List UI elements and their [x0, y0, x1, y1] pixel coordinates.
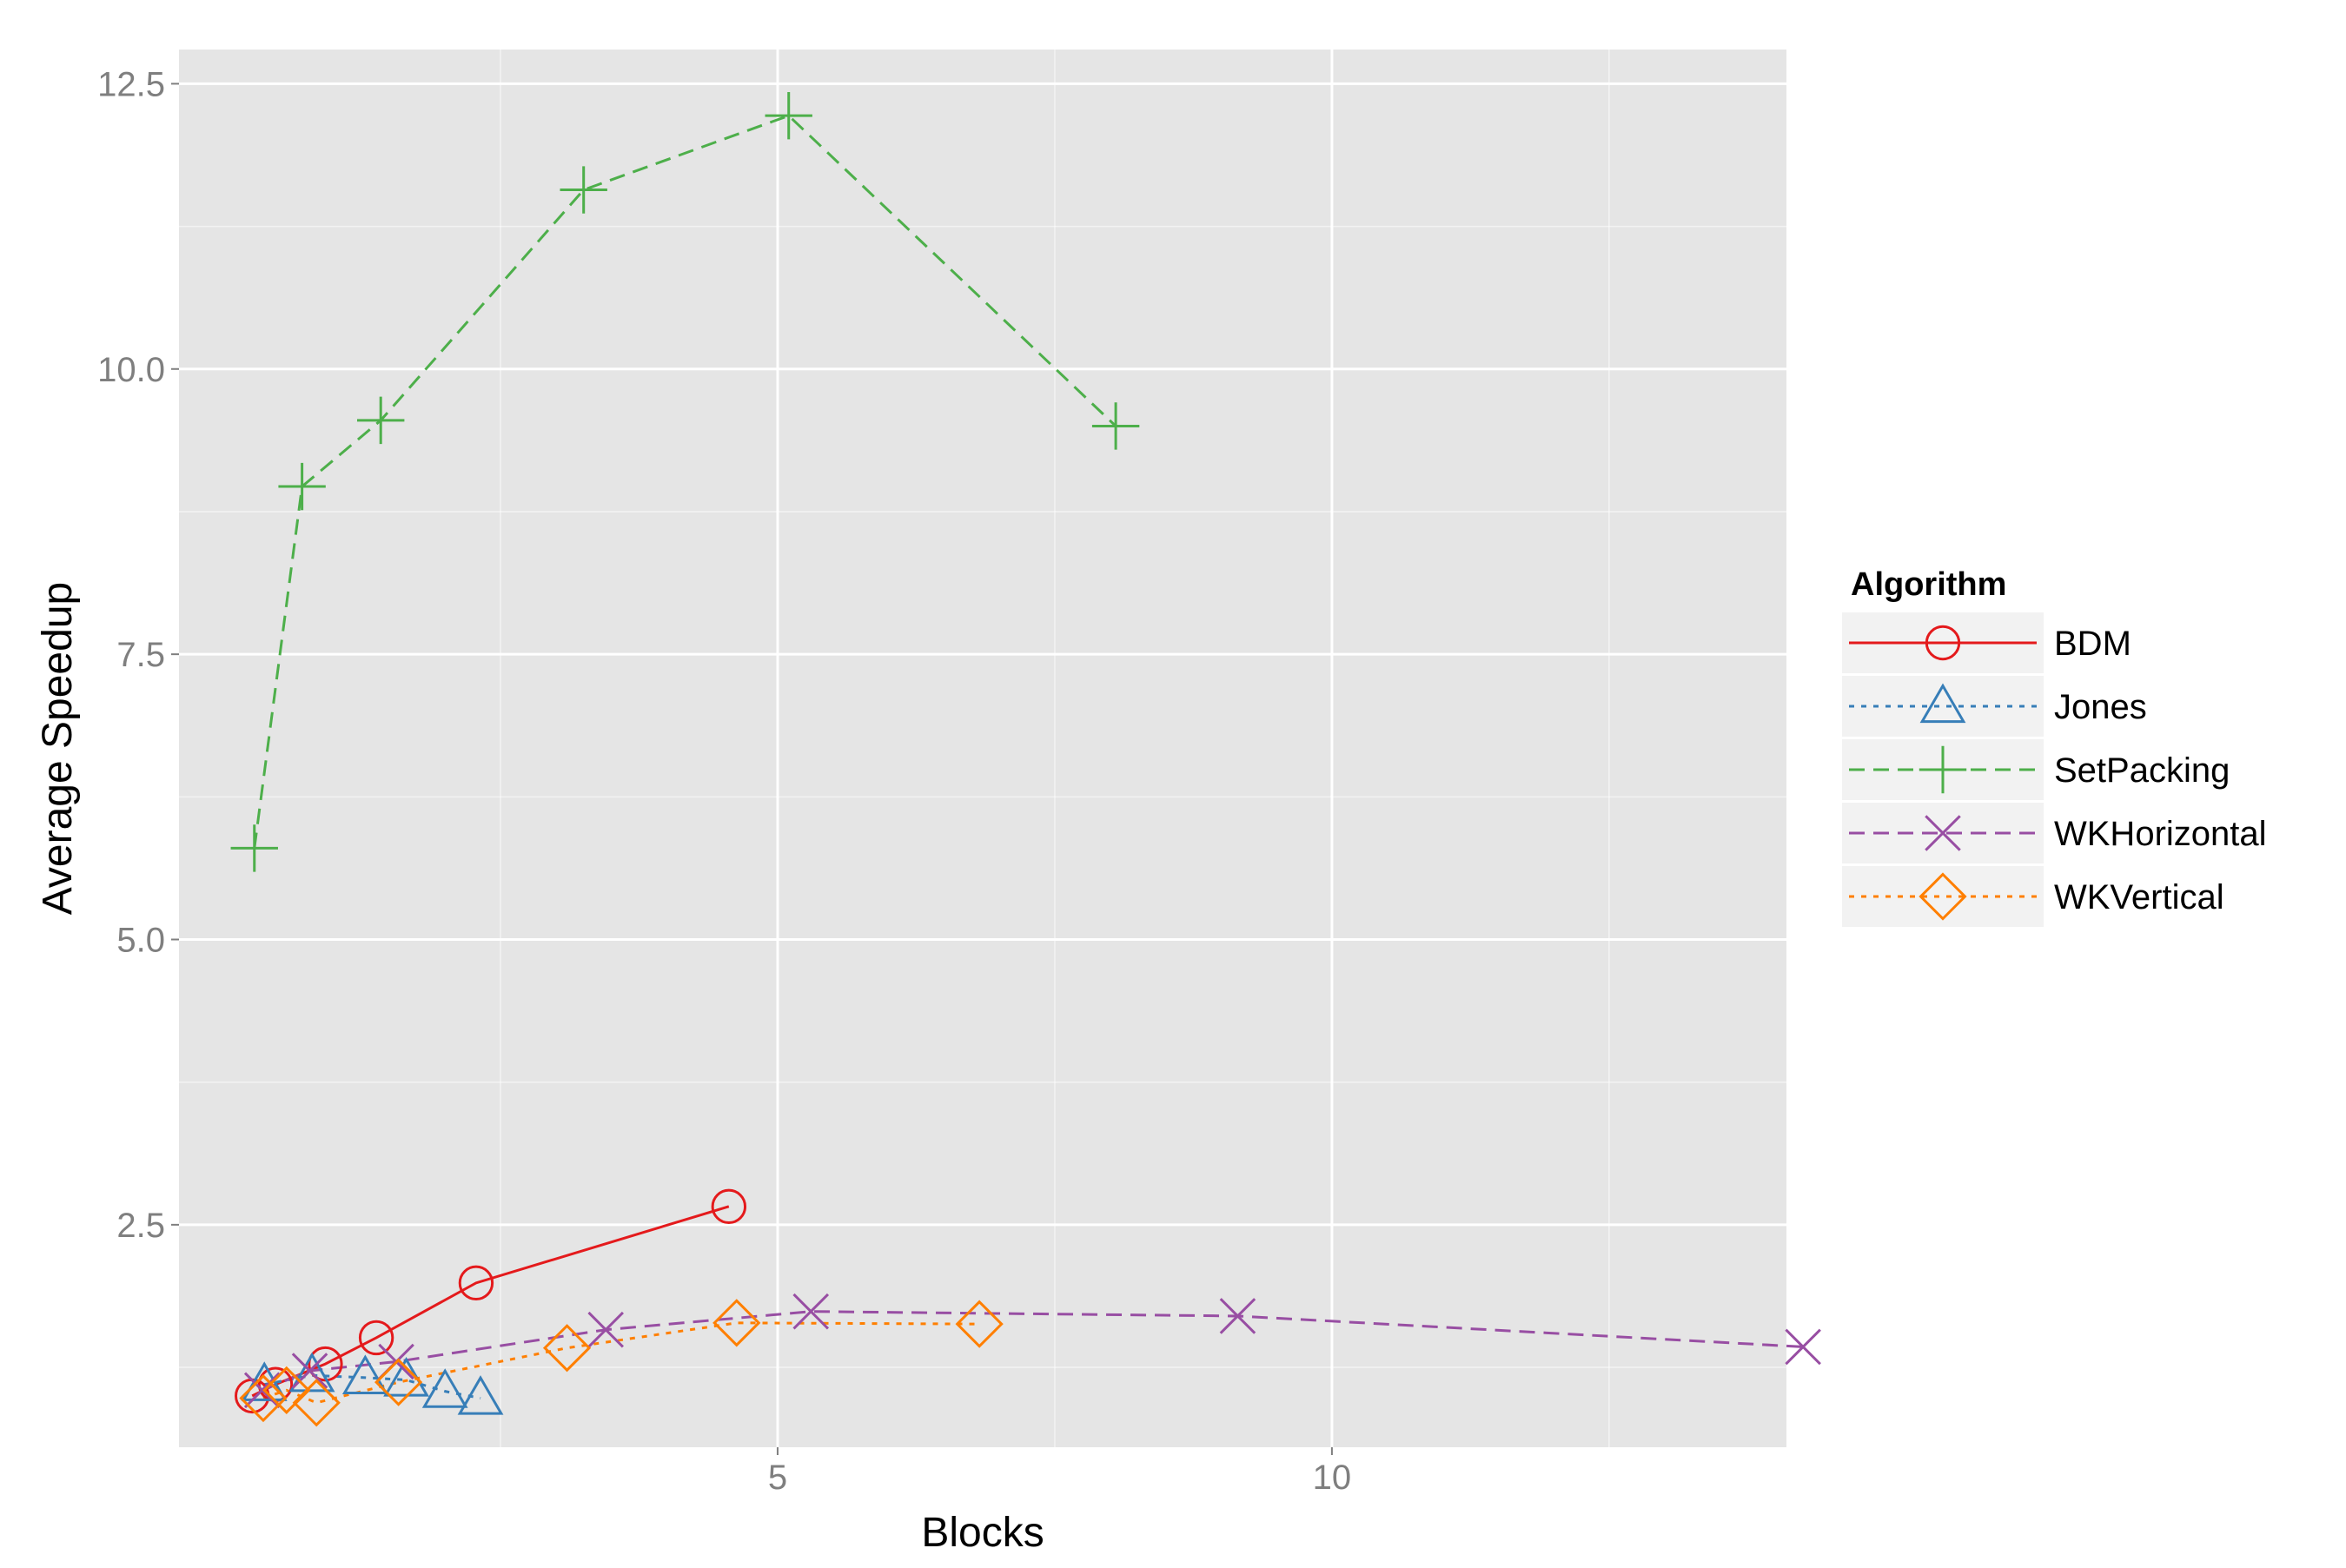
- data-point-jones: [341, 1354, 388, 1394]
- data-point-wkhorizontal: [243, 1372, 281, 1409]
- data-point-setpacking: [278, 462, 326, 511]
- data-point-wkvertical: [239, 1373, 288, 1423]
- data-point-setpacking: [765, 91, 812, 140]
- y-tick-label: 7.5: [116, 636, 165, 674]
- data-point-bdm: [358, 1320, 394, 1356]
- x-axis: 5 10: [768, 1447, 1351, 1497]
- data-point-wkvertical: [292, 1379, 341, 1427]
- legend-item-wkvertical: WKVertical: [1842, 866, 2224, 927]
- legend-title: Algorithm: [1851, 566, 2006, 603]
- data-point-wkhorizontal: [1219, 1298, 1256, 1334]
- y-tick-label: 12.5: [97, 65, 165, 103]
- x-tick-label: 10: [1313, 1459, 1352, 1497]
- legend-label-jones: Jones: [2054, 688, 2147, 726]
- data-point-wkvertical: [712, 1299, 761, 1347]
- y-axis-title: Average Speedup: [35, 582, 81, 915]
- data-point-jones: [288, 1352, 335, 1393]
- y-tick-label: 10.0: [97, 351, 165, 389]
- major-gridlines: [179, 50, 1786, 1447]
- legend-label-wkhorizontal: WKHorizontal: [2054, 815, 2267, 853]
- data-point-wkhorizontal: [792, 1293, 830, 1330]
- legend-items: BDM Jones SetPacking WKHorizontal WKVertical: [1842, 612, 2267, 927]
- legend-item-jones: Jones: [1842, 676, 2147, 737]
- y-tick-label: 5.0: [116, 922, 165, 960]
- data-point-setpacking: [230, 824, 278, 872]
- legend-marker-wkvertical: [1919, 872, 1967, 921]
- y-tick-label: 2.5: [116, 1207, 165, 1245]
- data-point-wkhorizontal: [587, 1311, 624, 1348]
- data-point-bdm: [711, 1188, 747, 1225]
- plot-panel: [179, 50, 1786, 1447]
- legend-label-bdm: BDM: [2054, 625, 2131, 663]
- legend-item-bdm: BDM: [1842, 612, 2131, 673]
- series-markers: [230, 91, 1821, 1427]
- minor-gridlines: [179, 50, 1786, 1447]
- data-point-wkvertical: [374, 1358, 423, 1406]
- legend-marker-jones: [1919, 683, 1966, 724]
- series-line-wkvertical: [262, 1321, 980, 1405]
- data-point-setpacking: [560, 166, 607, 214]
- x-tick-label: 5: [768, 1459, 787, 1497]
- legend-marker-bdm: [1925, 625, 1961, 661]
- x-axis-title: Blocks: [921, 1510, 1044, 1556]
- legend: Algorithm BDM Jones SetPacking WKHorizontal…: [1842, 566, 2267, 927]
- series-line-setpacking: [253, 114, 1117, 849]
- data-point-wkvertical: [262, 1366, 311, 1414]
- legend-item-wkhorizontal: WKHorizontal: [1842, 803, 2267, 863]
- legend-label-setpacking: SetPacking: [2054, 751, 2230, 790]
- legend-marker-setpacking: [1919, 745, 1967, 794]
- y-axis: 2.5 5.0 7.5 10.0 12.5: [97, 65, 179, 1245]
- data-point-bdm: [458, 1265, 494, 1301]
- data-point-wkvertical: [955, 1300, 1004, 1348]
- legend-label-wkvertical: WKVertical: [2054, 878, 2224, 916]
- data-point-wkvertical: [542, 1324, 592, 1373]
- data-point-setpacking: [1091, 402, 1140, 450]
- legend-marker-wkhorizontal: [1925, 815, 1961, 851]
- legend-item-setpacking: SetPacking: [1842, 739, 2230, 800]
- data-point-wkhorizontal: [291, 1353, 328, 1389]
- data-point-wkhorizontal: [1785, 1328, 1821, 1366]
- data-point-jones: [421, 1368, 468, 1408]
- data-point-setpacking: [357, 396, 405, 445]
- data-point-jones: [457, 1375, 504, 1415]
